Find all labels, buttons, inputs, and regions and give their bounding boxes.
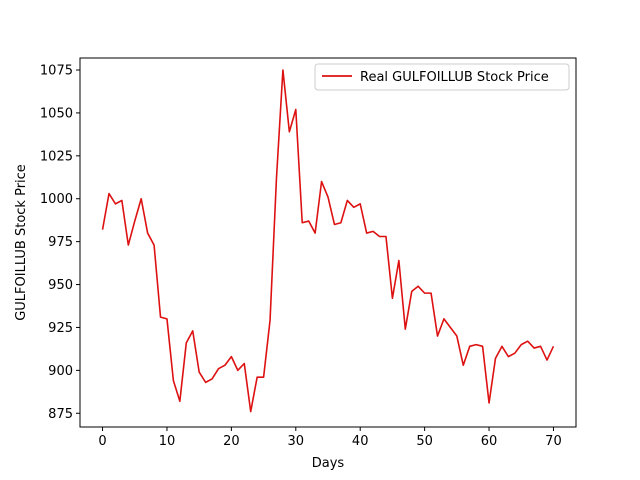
x-tick-label: 50 xyxy=(416,434,433,449)
x-tick-label: 30 xyxy=(288,434,305,449)
legend-box xyxy=(314,63,570,91)
x-axis-label: Days xyxy=(312,456,345,471)
y-tick-label: 950 xyxy=(48,278,73,293)
y-tick-label: 975 xyxy=(48,235,73,250)
y-tick-label: 1050 xyxy=(40,106,73,121)
y-axis-label: GULFOILLUB Stock Price xyxy=(14,164,29,321)
x-tick-label: 70 xyxy=(545,434,562,449)
y-tick-label: 875 xyxy=(48,407,73,422)
plot-background xyxy=(80,58,576,427)
plot-frame xyxy=(79,57,577,428)
x-tick-label: 40 xyxy=(352,434,369,449)
x-tick-label: 60 xyxy=(481,434,498,449)
series-layer xyxy=(101,69,555,413)
x-axis: 0 10 20 30 40 50 60 70 xyxy=(98,427,562,449)
series-line xyxy=(101,69,555,413)
legend-label: Real GULFOILLUB Stock Price xyxy=(360,70,549,85)
y-tick-label: 1000 xyxy=(40,192,73,207)
x-tick-label: 10 xyxy=(159,434,176,449)
x-tick-label: 20 xyxy=(223,434,240,449)
y-tick-label: 900 xyxy=(48,364,73,379)
y-tick-label: 1025 xyxy=(40,149,73,164)
legend: Real GULFOILLUB Stock Price xyxy=(314,63,570,91)
y-axis: 875 900 925 950 975 1000 1025 1050 1075 xyxy=(40,64,80,422)
y-tick-label: 925 xyxy=(48,321,73,336)
y-tick-label: 1075 xyxy=(40,64,73,79)
x-tick-label: 0 xyxy=(98,434,106,449)
